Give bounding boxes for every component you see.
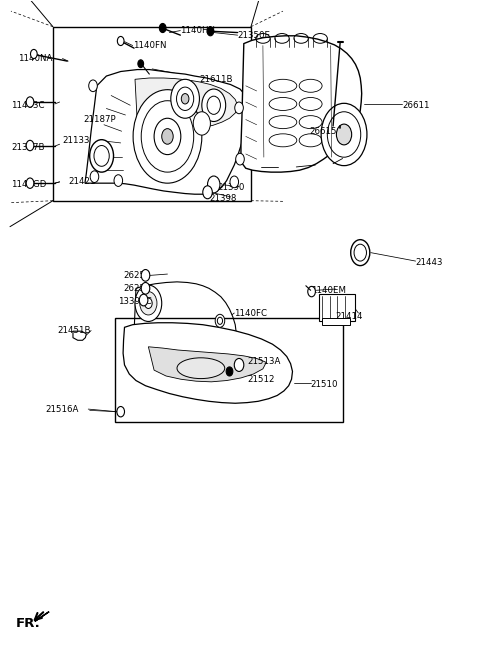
- Bar: [319, 293, 355, 321]
- Text: 26259: 26259: [123, 271, 150, 280]
- Text: 26250: 26250: [123, 284, 151, 293]
- Circle shape: [117, 37, 124, 46]
- Circle shape: [236, 153, 244, 165]
- Text: 1140NA: 1140NA: [18, 54, 52, 63]
- Circle shape: [171, 80, 199, 118]
- Text: 21398: 21398: [209, 194, 236, 203]
- Circle shape: [217, 318, 223, 325]
- Circle shape: [133, 90, 202, 183]
- Circle shape: [230, 176, 239, 188]
- Circle shape: [141, 282, 150, 294]
- Text: 1140EM: 1140EM: [311, 286, 346, 295]
- Polygon shape: [130, 282, 236, 372]
- Text: 21421: 21421: [68, 177, 96, 186]
- Circle shape: [26, 97, 34, 107]
- Polygon shape: [148, 347, 266, 382]
- Circle shape: [235, 102, 243, 113]
- Circle shape: [141, 100, 194, 172]
- Circle shape: [234, 359, 244, 372]
- Circle shape: [114, 175, 122, 186]
- Circle shape: [336, 124, 352, 145]
- Text: 21516A: 21516A: [45, 405, 79, 413]
- Circle shape: [308, 286, 315, 297]
- Circle shape: [90, 140, 114, 172]
- Polygon shape: [35, 612, 49, 621]
- Text: 21513A: 21513A: [247, 357, 280, 366]
- Circle shape: [193, 111, 210, 135]
- Text: 21510: 21510: [311, 380, 338, 389]
- Text: 21443: 21443: [416, 258, 443, 267]
- Text: 21187P: 21187P: [84, 115, 116, 124]
- Text: 26615: 26615: [309, 126, 336, 136]
- Circle shape: [177, 87, 194, 110]
- Polygon shape: [135, 78, 238, 128]
- Circle shape: [207, 176, 220, 193]
- Bar: [322, 318, 350, 325]
- Circle shape: [26, 140, 34, 151]
- Text: 21611B: 21611B: [199, 75, 233, 84]
- Text: 21451B: 21451B: [58, 326, 91, 335]
- Circle shape: [89, 80, 97, 92]
- Text: FR.: FR.: [16, 617, 40, 630]
- Text: 21414: 21414: [336, 312, 363, 321]
- Text: 11403C: 11403C: [11, 101, 45, 110]
- Circle shape: [181, 94, 189, 104]
- Polygon shape: [123, 323, 292, 403]
- Text: 21390: 21390: [217, 183, 244, 192]
- Circle shape: [207, 96, 220, 114]
- Text: 26611: 26611: [402, 101, 430, 110]
- Text: 1140FN: 1140FN: [132, 41, 166, 50]
- Circle shape: [26, 178, 34, 188]
- Circle shape: [140, 291, 157, 315]
- Circle shape: [159, 23, 166, 33]
- Circle shape: [94, 145, 109, 166]
- Text: 21350E: 21350E: [238, 31, 271, 40]
- Polygon shape: [85, 70, 248, 194]
- Circle shape: [203, 186, 212, 199]
- Text: 21512: 21512: [247, 375, 275, 384]
- Text: 21133: 21133: [62, 136, 90, 145]
- Text: 1339BC: 1339BC: [118, 297, 152, 306]
- Circle shape: [321, 103, 367, 166]
- Circle shape: [162, 128, 173, 144]
- Text: 1140FC: 1140FC: [234, 308, 267, 318]
- Circle shape: [138, 60, 144, 68]
- Circle shape: [202, 89, 226, 121]
- Circle shape: [207, 27, 214, 36]
- Bar: [53, 27, 251, 201]
- Circle shape: [226, 367, 233, 376]
- Circle shape: [31, 50, 37, 59]
- Circle shape: [215, 314, 225, 327]
- Circle shape: [144, 298, 152, 308]
- Ellipse shape: [177, 358, 225, 379]
- Polygon shape: [241, 36, 362, 172]
- Circle shape: [351, 240, 370, 265]
- Circle shape: [354, 244, 366, 261]
- Circle shape: [117, 406, 124, 417]
- Circle shape: [90, 171, 99, 183]
- Circle shape: [327, 111, 361, 157]
- Circle shape: [154, 118, 181, 155]
- Polygon shape: [73, 331, 86, 340]
- Text: 1140GD: 1140GD: [11, 180, 46, 189]
- Circle shape: [135, 285, 162, 321]
- Text: 1140HN: 1140HN: [180, 26, 216, 35]
- Text: 21357B: 21357B: [11, 143, 45, 152]
- Circle shape: [139, 294, 148, 306]
- Bar: [115, 318, 343, 422]
- Circle shape: [141, 269, 150, 281]
